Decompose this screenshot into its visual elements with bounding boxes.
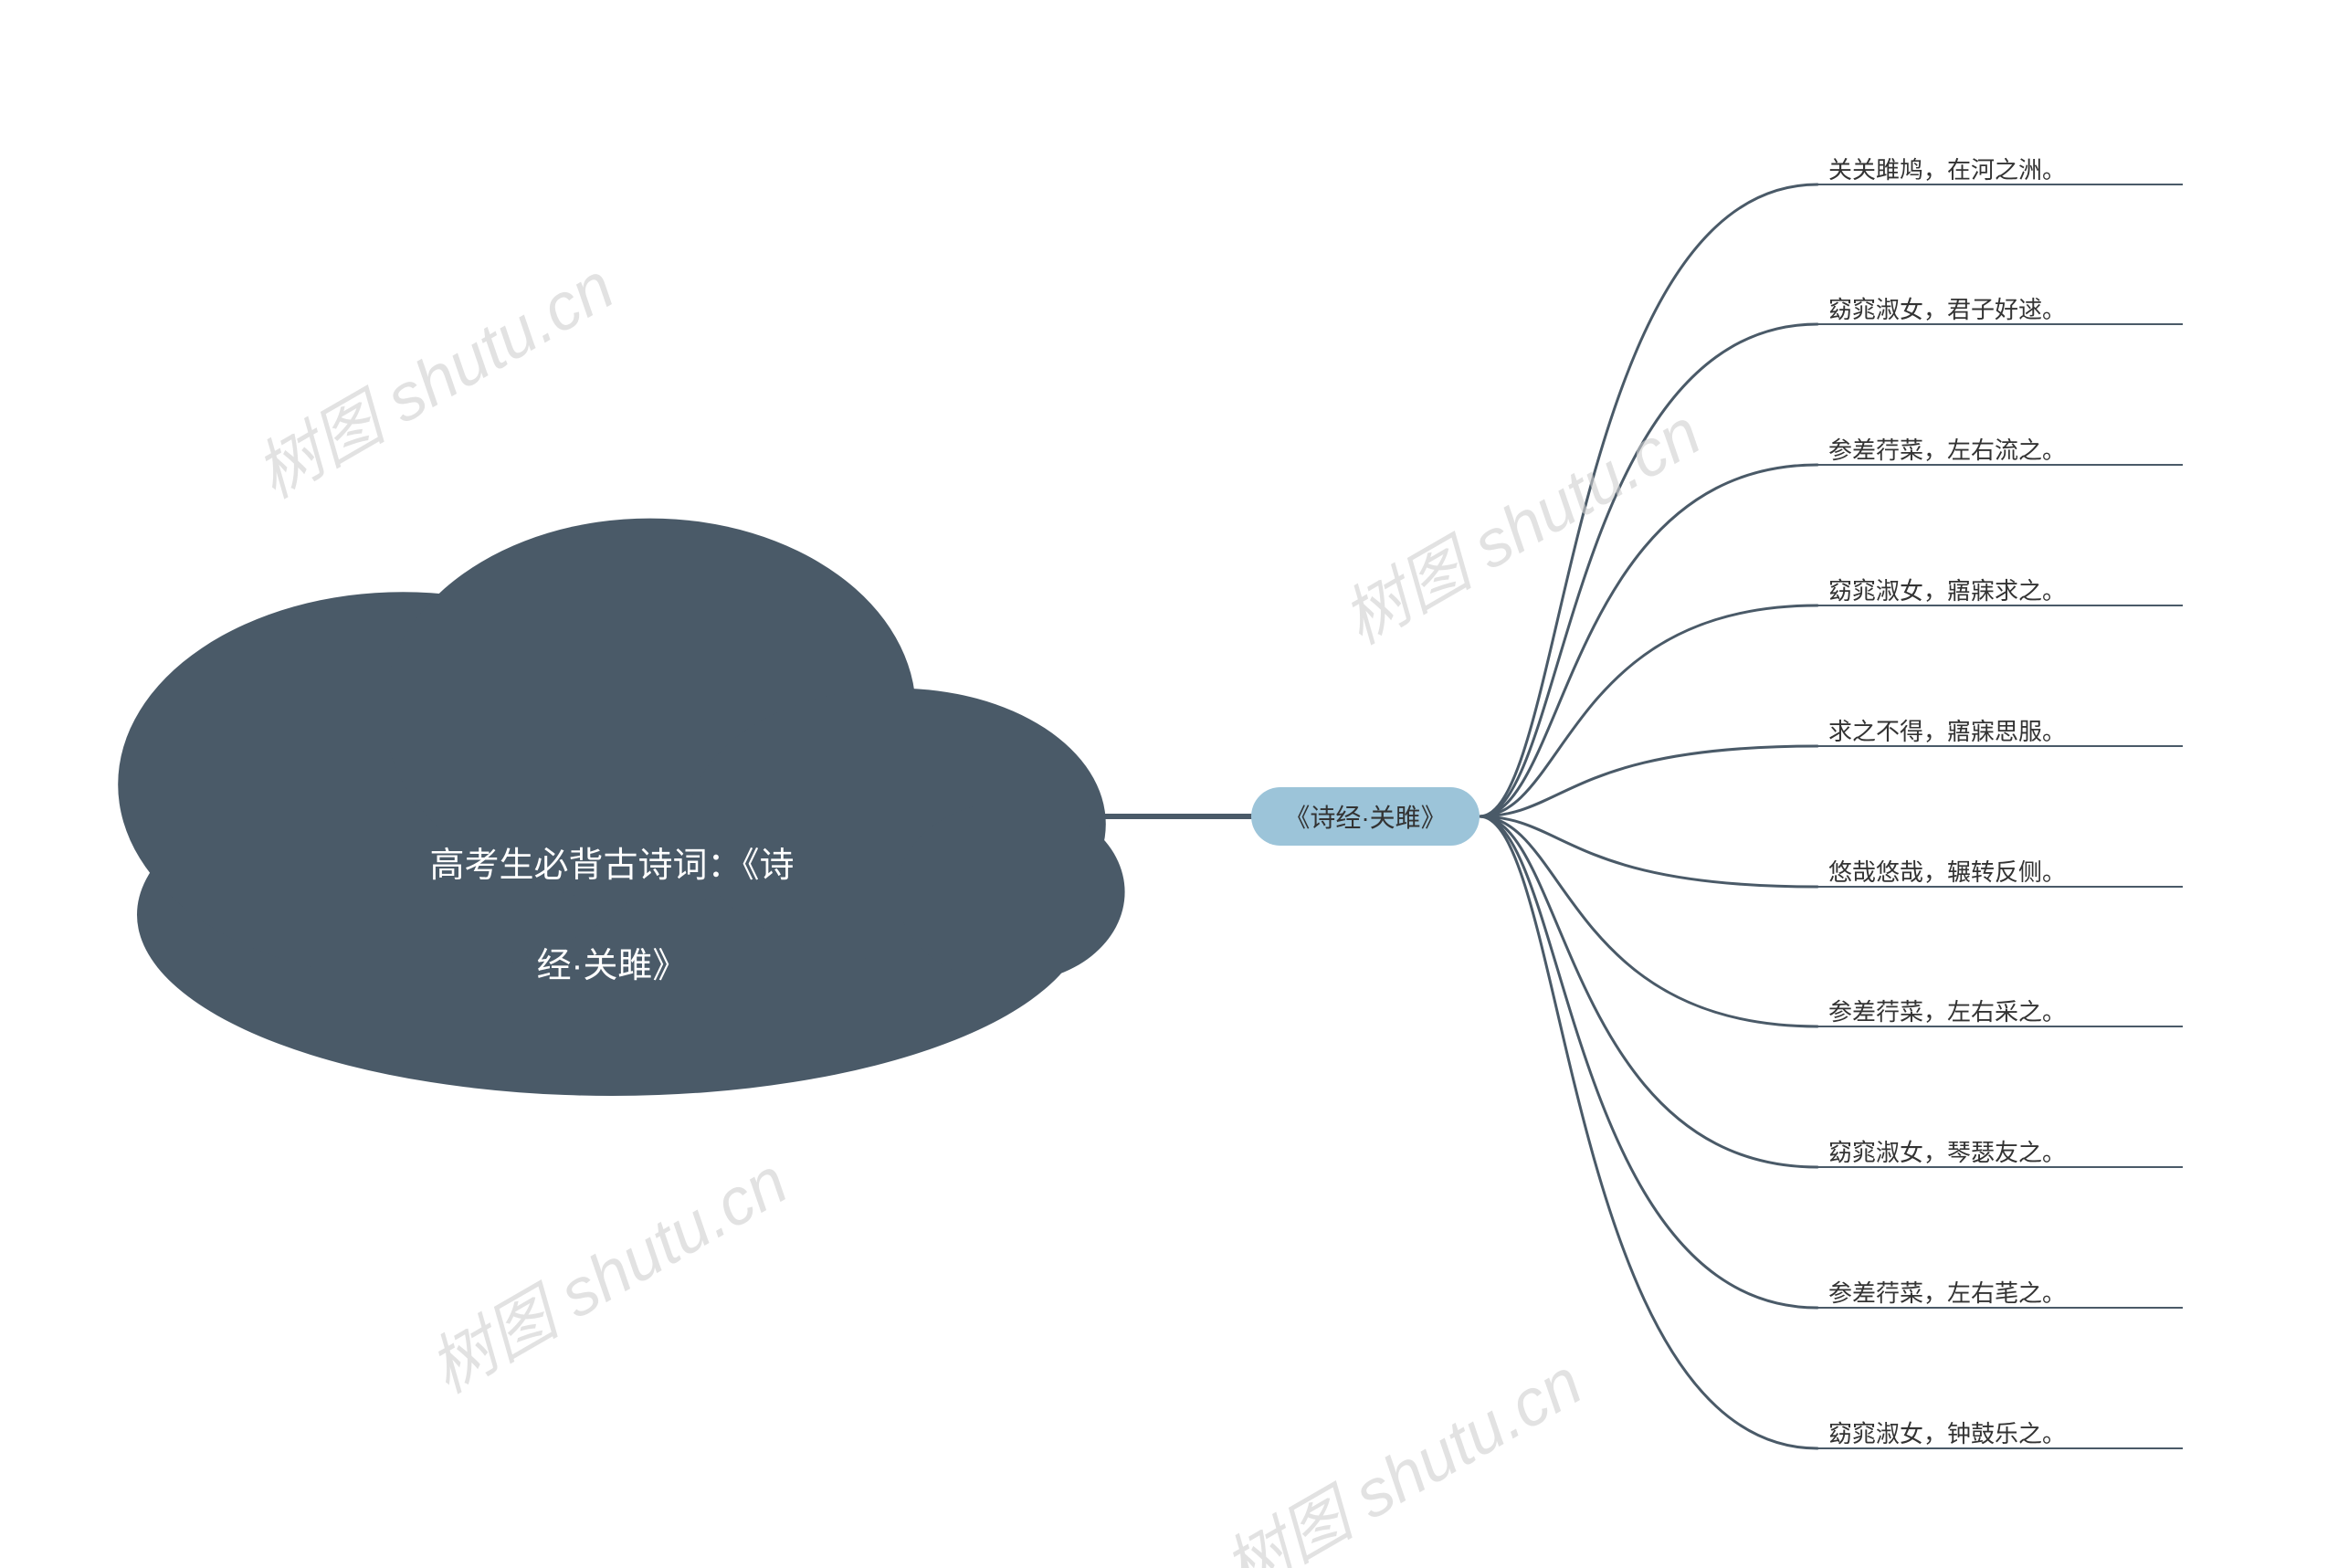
leaf-0[interactable]: 关关雎鸠，在河之洲。: [1828, 152, 2066, 185]
edge-subnode-to-leaf-4: [1480, 746, 1817, 816]
edge-subnode-to-leaf-0: [1480, 184, 1817, 816]
edge-subnode-to-leaf-9: [1480, 816, 1817, 1448]
subnode-guanju[interactable]: 《诗经·关雎》: [1251, 787, 1480, 846]
leaf-3[interactable]: 窈窕淑女，寤寐求之。: [1828, 573, 2066, 606]
leaf-7[interactable]: 窈窕淑女，琴瑟友之。: [1828, 1134, 2066, 1168]
subnode-label: 《诗经·关雎》: [1284, 798, 1446, 835]
root-line-2: 经·关雎》: [537, 947, 688, 985]
edge-subnode-to-leaf-1: [1480, 324, 1817, 816]
root-line-1: 高考生必背古诗词：《诗: [429, 847, 794, 885]
leaf-2[interactable]: 参差荇菜，左右流之。: [1828, 432, 2066, 466]
edge-subnode-to-leaf-3: [1480, 605, 1817, 816]
edge-subnode-to-leaf-8: [1480, 816, 1817, 1308]
edge-subnode-to-leaf-2: [1480, 465, 1817, 816]
edge-subnode-to-leaf-6: [1480, 816, 1817, 1026]
leaf-6[interactable]: 参差荇菜，左右采之。: [1828, 994, 2066, 1027]
leaf-8[interactable]: 参差荇菜，左右芼之。: [1828, 1275, 2066, 1309]
root-node-label: 高考生必背古诗词：《诗 经·关雎》: [374, 791, 849, 992]
edge-subnode-to-leaf-5: [1480, 816, 1817, 887]
edge-subnode-to-leaf-7: [1480, 816, 1817, 1167]
leaf-4[interactable]: 求之不得，寤寐思服。: [1828, 713, 2066, 747]
leaf-1[interactable]: 窈窕淑女，君子好逑。: [1828, 291, 2066, 325]
leaf-5[interactable]: 悠哉悠哉，辗转反侧。: [1828, 854, 2066, 888]
mindmap-canvas: [0, 0, 2338, 1568]
leaf-9[interactable]: 窈窕淑女，钟鼓乐之。: [1828, 1415, 2066, 1449]
